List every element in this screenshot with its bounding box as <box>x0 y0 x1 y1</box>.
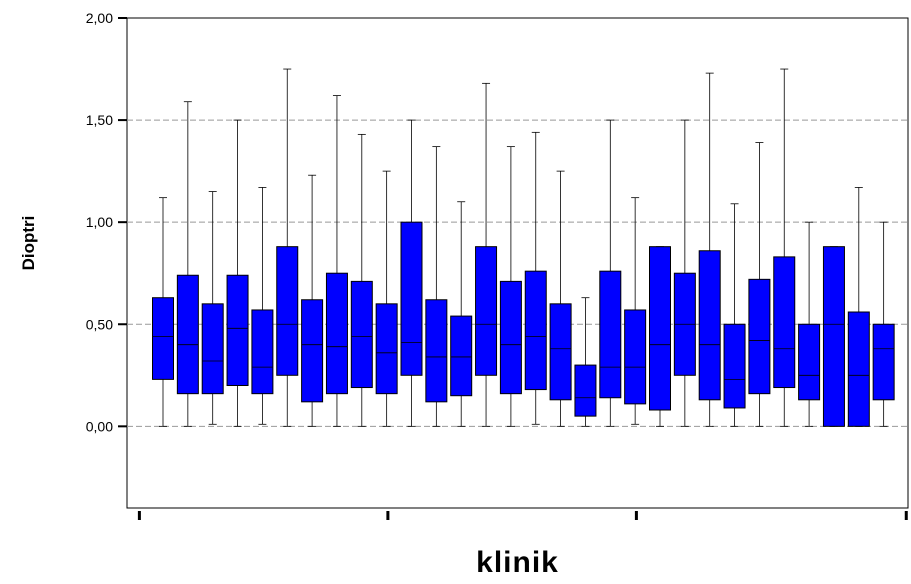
box-body <box>499 280 522 395</box>
box-body <box>723 323 746 409</box>
box-body <box>301 299 324 403</box>
y-axis-title: Dioptri <box>19 216 38 271</box>
box-23 <box>698 72 721 427</box>
box-body <box>400 221 423 376</box>
box-26 <box>773 68 796 427</box>
box-2 <box>176 101 199 427</box>
box-body <box>872 323 895 401</box>
box-5 <box>251 187 274 425</box>
box-body <box>475 246 498 376</box>
box-29 <box>847 187 870 427</box>
x-axis-title: klinik <box>476 546 559 579</box>
box-1 <box>152 197 174 427</box>
box-body <box>152 297 174 380</box>
box-body <box>748 278 771 395</box>
y-tick-label: 0,00 <box>86 418 113 434</box>
box-body <box>599 270 622 399</box>
box-10 <box>375 170 398 427</box>
box-12 <box>425 146 448 427</box>
box-body <box>375 303 398 395</box>
box-body <box>176 274 199 395</box>
box-body <box>773 256 796 389</box>
box-19 <box>599 119 622 427</box>
box-24 <box>723 203 746 427</box>
box-body <box>847 311 870 427</box>
box-body <box>624 309 647 405</box>
box-body <box>325 272 348 395</box>
box-4 <box>226 119 249 427</box>
box-15 <box>499 146 522 427</box>
box-8 <box>325 95 348 427</box>
box-body <box>251 309 274 395</box>
box-16 <box>524 131 547 425</box>
box-series <box>152 68 895 427</box>
y-tick-label: 0,50 <box>86 316 113 332</box>
box-11 <box>400 119 423 427</box>
box-20 <box>624 197 647 425</box>
box-body <box>276 246 299 376</box>
y-tick-label: 1,00 <box>86 214 113 230</box>
box-13 <box>450 201 473 427</box>
box-27 <box>798 221 821 427</box>
box-22 <box>673 119 696 427</box>
box-3 <box>201 191 224 425</box>
box-body <box>549 303 572 401</box>
box-17 <box>549 170 572 427</box>
y-tick-label: 2,00 <box>86 10 113 26</box>
box-body <box>226 274 249 386</box>
box-18 <box>574 297 597 427</box>
box-body <box>698 250 721 401</box>
box-14 <box>475 82 498 427</box>
box-9 <box>350 133 373 427</box>
box-body <box>524 270 547 391</box>
plot-frame <box>126 17 909 509</box>
box-21 <box>649 246 671 427</box>
y-axis: 0,00 0,50 1,00 1,50 2,00 <box>86 10 127 434</box>
box-body <box>822 246 845 427</box>
box-body <box>425 299 448 403</box>
box-28 <box>822 246 845 427</box>
box-body <box>574 364 597 417</box>
y-tick-label: 1,50 <box>86 112 113 128</box>
box-body <box>798 323 821 401</box>
box-25 <box>748 142 771 427</box>
box-7 <box>301 174 324 427</box>
box-body <box>201 303 224 395</box>
x-axis <box>137 511 908 520</box>
box-30 <box>872 221 895 427</box>
box-body <box>649 246 671 411</box>
box-body <box>450 315 473 397</box>
box-body <box>350 280 373 389</box>
box-6 <box>276 68 299 427</box>
